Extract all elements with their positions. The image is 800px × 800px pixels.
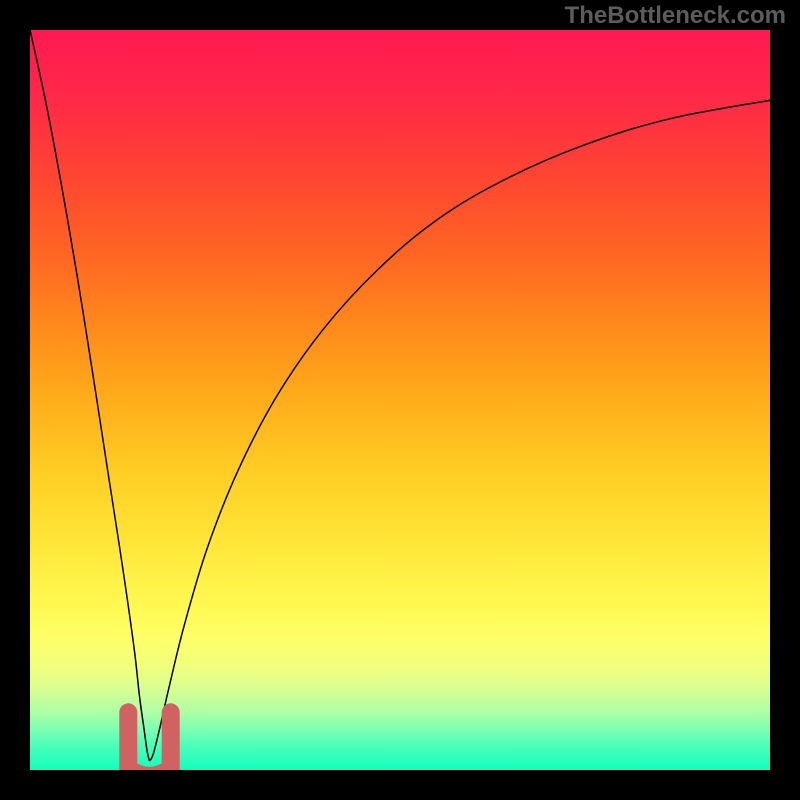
watermark-text: TheBottleneck.com xyxy=(565,2,786,30)
chart-plot-area xyxy=(30,30,770,770)
chart-frame: TheBottleneck.com xyxy=(0,0,800,800)
